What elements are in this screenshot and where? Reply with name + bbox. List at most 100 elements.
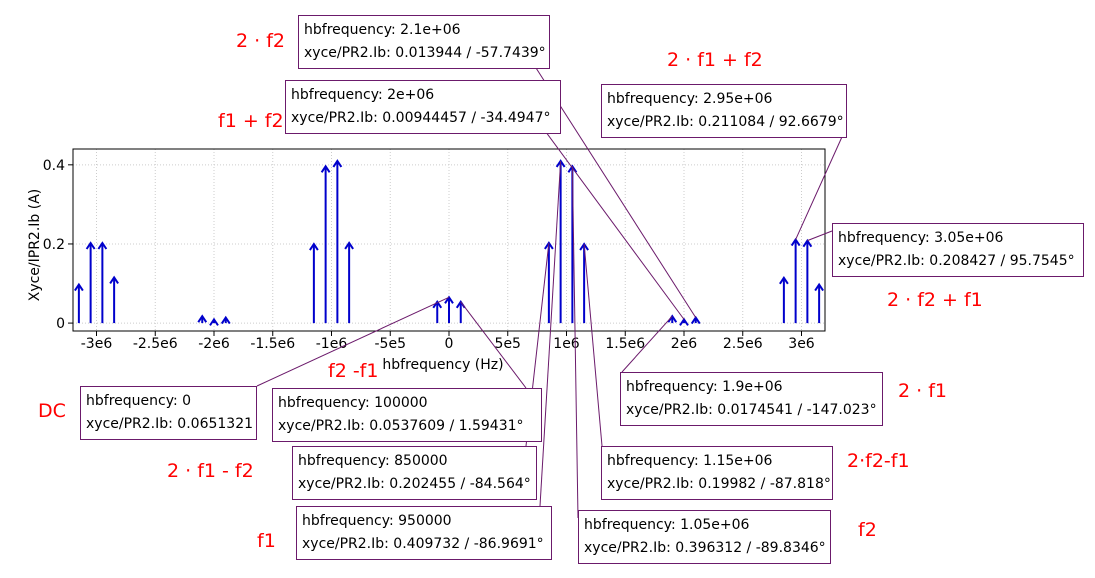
annotation-value: xyce/PR2.Ib: 0.0651321 <box>86 416 254 432</box>
annotation-value: xyce/PR2.Ib: 0.0174541 / -147.023° <box>626 402 877 418</box>
annotation-leader-line <box>571 166 579 519</box>
annotation-950000: hbfrequency: 950000 xyce/PR2.Ib: 0.40973… <box>296 506 552 560</box>
label-two-f2: 2 · f2 <box>236 30 285 52</box>
annotation-leader-line <box>539 160 562 507</box>
annotation-leader-line <box>583 243 603 447</box>
stem--2950000 <box>97 241 108 324</box>
stem--950000 <box>332 159 343 324</box>
annotation-leader-line <box>460 301 527 389</box>
x-tick-label: 1.5e6 <box>605 336 645 352</box>
stem-arrowhead <box>97 241 108 250</box>
stem-2000000 <box>679 317 689 326</box>
annotation-value: xyce/PR2.Ib: 0.211084 / 92.6679° <box>607 114 844 130</box>
stem-arrowhead <box>74 282 84 292</box>
x-tick-label: -2e6 <box>198 336 230 352</box>
y-tick-label: 0.4 <box>43 158 65 174</box>
stem-arrowhead <box>320 164 331 173</box>
annotation-850000: hbfrequency: 850000 xyce/PR2.Ib: 0.20245… <box>292 446 537 500</box>
y-tick-label: 0.2 <box>43 237 65 253</box>
annotation-100000: hbfrequency: 100000 xyce/PR2.Ib: 0.05376… <box>272 388 542 442</box>
annotation-value: xyce/PR2.Ib: 0.00944457 / -34.4947° <box>291 110 551 126</box>
annotation-1.15e6: hbfrequency: 1.15e+06 xyce/PR2.Ib: 0.199… <box>601 446 833 500</box>
stem-arrowhead <box>197 314 208 323</box>
stem-arrowhead <box>332 159 343 168</box>
label-dc: DC <box>38 400 66 422</box>
annotation-leader-line <box>807 230 833 242</box>
x-axis-label: hbfrequency (Hz) <box>382 357 503 373</box>
x-tick-label: 0 <box>445 336 454 352</box>
annotation-value: xyce/PR2.Ib: 0.0537609 / 1.59431° <box>278 418 524 434</box>
stem--3150000 <box>74 282 84 324</box>
annotation-freq: hbfrequency: 2.1e+06 <box>304 22 461 38</box>
annotation-0: hbfrequency: 0 xyce/PR2.Ib: 0.0651321 <box>80 386 257 440</box>
annotation-leader-line <box>539 123 685 320</box>
annotation-value: xyce/PR2.Ib: 0.013944 / -57.7439° <box>304 45 546 61</box>
label-two-f1-minus-f2: 2 · f1 - f2 <box>167 460 254 482</box>
stem-arrowhead <box>814 282 824 292</box>
annotation-leader-line <box>795 127 847 240</box>
annotation-freq: hbfrequency: 0 <box>86 393 192 409</box>
annotation-3.05e6: hbfrequency: 3.05e+06 xyce/PR2.Ib: 0.208… <box>832 223 1084 277</box>
stem-3050000 <box>802 238 813 324</box>
annotation-value: xyce/PR2.Ib: 0.396312 / -89.8346° <box>584 540 826 556</box>
annotation-freq: hbfrequency: 2e+06 <box>291 87 435 103</box>
label-two-f2-minus-f1: 2·f2-f1 <box>847 450 910 472</box>
stem-arrowhead <box>209 317 219 326</box>
x-tick-label: 2.5e6 <box>723 336 763 352</box>
axis-ticks: -3e6 -2.5e6 -2e6 -1.5e6 -1e6 -5e5 0 5e5 1e6 1.5e6… <box>43 158 815 352</box>
x-tick-label: 2e6 <box>671 336 698 352</box>
stem-1150000 <box>579 242 589 324</box>
annotation-2.1e6: hbfrequency: 2.1e+06 xyce/PR2.Ib: 0.0139… <box>298 15 550 69</box>
stem-3150000 <box>814 282 824 324</box>
stem-950000 <box>555 159 566 324</box>
stem-arrowhead <box>432 299 443 309</box>
annotation-freq: hbfrequency: 1.05e+06 <box>584 517 750 533</box>
annotation-2.95e6: hbfrequency: 2.95e+06 xyce/PR2.Ib: 0.211… <box>601 84 847 138</box>
stem-2100000 <box>690 315 701 325</box>
label-f2: f2 <box>858 519 877 541</box>
annotation-freq: hbfrequency: 100000 <box>278 395 428 411</box>
annotation-2e6: hbfrequency: 2e+06 xyce/PR2.Ib: 0.009444… <box>285 80 561 134</box>
x-tick-label: -1.5e6 <box>250 336 295 352</box>
x-tick-label: 5e5 <box>495 336 521 352</box>
stem-arrowhead <box>85 241 96 250</box>
stems <box>74 159 824 326</box>
annotation-value: xyce/PR2.Ib: 0.19982 / -87.818° <box>607 476 831 492</box>
stem--2100000 <box>197 314 208 324</box>
annotation-1.05e6: hbfrequency: 1.05e+06 xyce/PR2.Ib: 0.396… <box>578 510 831 564</box>
x-tick-label: -3e6 <box>81 336 113 352</box>
annotation-value: xyce/PR2.Ib: 0.202455 / -84.564° <box>298 476 531 492</box>
label-f1-plus-f2: f1 + f2 <box>218 110 284 132</box>
annotation-freq: hbfrequency: 850000 <box>298 453 448 469</box>
annotation-leader-line <box>256 296 450 387</box>
stem--1150000 <box>309 242 319 324</box>
stem--1050000 <box>320 164 331 324</box>
stem--100000 <box>432 299 443 324</box>
stem-arrowhead <box>220 315 231 325</box>
stem--2000000 <box>209 317 219 326</box>
x-tick-label: -2.5e6 <box>133 336 178 352</box>
stem--850000 <box>344 241 354 324</box>
stem--3050000 <box>85 241 96 324</box>
annotation-leader-line <box>621 315 673 373</box>
annotation-freq: hbfrequency: 2.95e+06 <box>607 91 773 107</box>
annotation-1.9e6: hbfrequency: 1.9e+06 xyce/PR2.Ib: 0.0174… <box>620 372 883 426</box>
label-f2-minus-f1: f2 -f1 <box>328 360 379 382</box>
annotation-freq: hbfrequency: 950000 <box>302 513 452 529</box>
annotation-freq: hbfrequency: 1.9e+06 <box>626 379 783 395</box>
label-two-f2-plus-f1: 2 · f2 + f1 <box>887 289 983 311</box>
annotation-freq: hbfrequency: 3.05e+06 <box>838 230 1004 246</box>
x-tick-label: -5e5 <box>375 336 406 352</box>
y-tick-label: 0 <box>56 316 65 332</box>
x-tick-label: -1e6 <box>316 336 348 352</box>
grid-lines <box>73 149 825 331</box>
stem-arrowhead <box>344 241 354 250</box>
x-tick-label: 3e6 <box>788 336 815 352</box>
annotation-value: xyce/PR2.Ib: 0.409732 / -86.9691° <box>302 536 544 552</box>
label-two-f1-plus-f2: 2 · f1 + f2 <box>667 49 763 71</box>
stem-arrowhead <box>779 275 789 285</box>
stem--2850000 <box>109 275 119 324</box>
stem-arrowhead <box>109 275 119 284</box>
stem-0 <box>444 295 454 324</box>
